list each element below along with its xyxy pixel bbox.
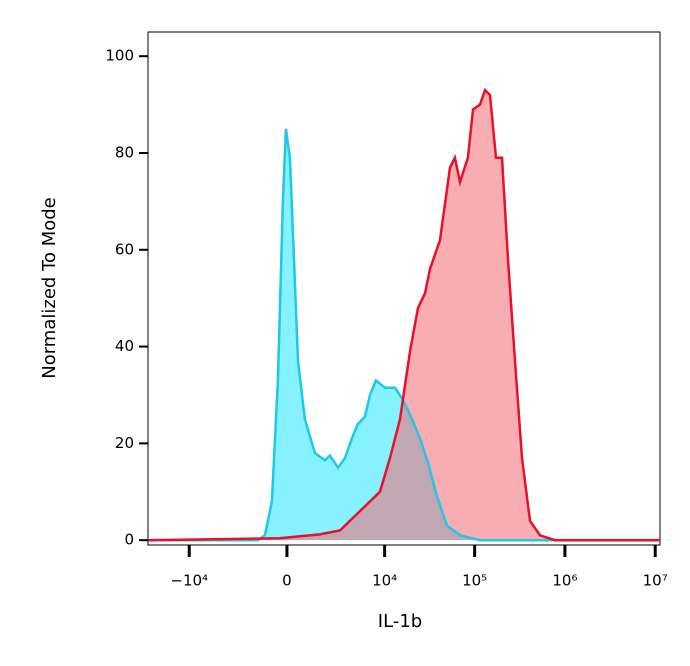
y-tick-label: 100 (105, 47, 134, 65)
plot-frame (147, 31, 661, 546)
histogram-line (148, 128, 660, 542)
histogram-line (147, 87, 660, 542)
y-tick-label: 20 (115, 434, 134, 452)
y-tick-label: 60 (115, 240, 134, 258)
x-tick-label: 10⁵ (462, 572, 487, 590)
area (148, 90, 660, 541)
marks (147, 87, 660, 542)
y-tick-label: 80 (115, 143, 134, 161)
y-tick-label: 40 (115, 337, 134, 355)
y-tick-label: 0 (124, 531, 134, 549)
y-axis-label: Normalized To Mode (39, 197, 60, 379)
x-axis-label: IL-1b (378, 611, 422, 632)
x-tick-label: 0 (282, 572, 292, 590)
x-tick-label: 10⁴ (372, 572, 397, 590)
x-tick-label: 10⁷ (643, 572, 668, 590)
x-tick-label: −10⁴ (170, 572, 208, 590)
x-tick-label: 10⁶ (552, 572, 577, 590)
